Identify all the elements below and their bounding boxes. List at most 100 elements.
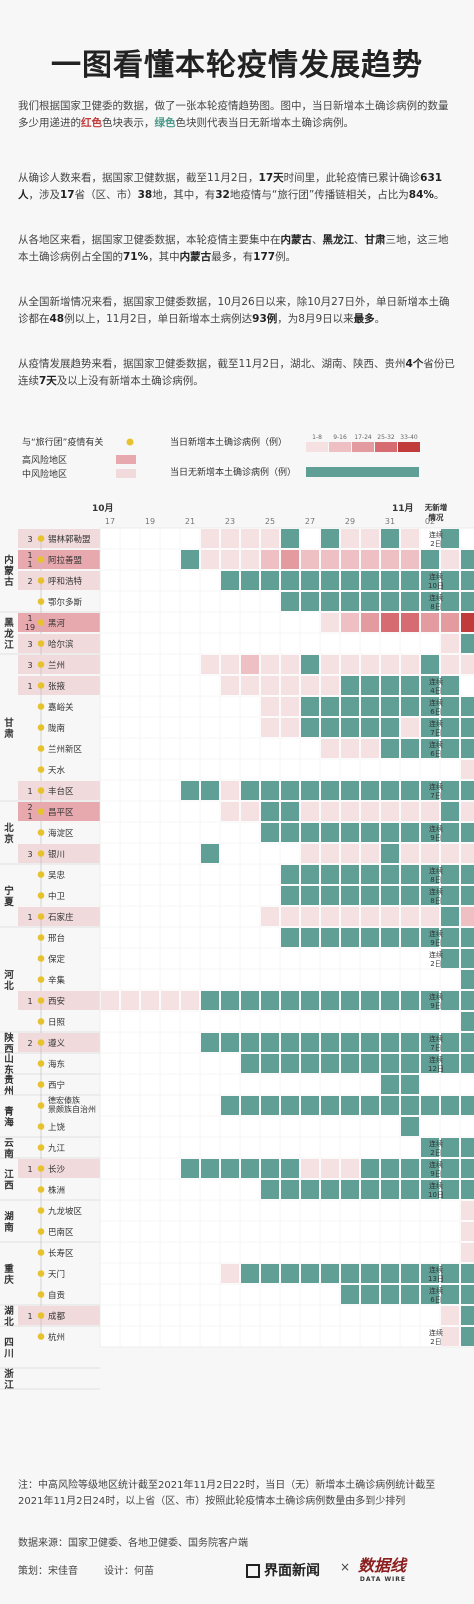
status-label: 连续 (429, 1139, 443, 1148)
no-new-case-cell (441, 1138, 459, 1157)
new-case-cell (361, 844, 379, 863)
province-label: 古 (4, 576, 14, 588)
high-risk-count: 2 (27, 803, 32, 812)
no-new-case-cell (341, 991, 359, 1010)
status-label: 连续 (429, 1265, 443, 1274)
new-case-cell (441, 844, 459, 863)
new-case-cell (361, 550, 379, 569)
no-new-case-cell (461, 1180, 474, 1199)
new-case-cell (221, 802, 239, 821)
text-bold: 48 (49, 313, 65, 325)
new-case-cell (461, 760, 474, 779)
no-new-case-cell (441, 907, 459, 926)
date-tick-label: 02 (425, 517, 435, 526)
mid-risk-row-band (18, 781, 100, 800)
new-case-cell (261, 697, 279, 716)
city-label: 长寿区 (48, 1248, 74, 1259)
text-bold: 17 (60, 189, 75, 201)
status-label: 7日 (430, 792, 441, 800)
no-new-case-cell (261, 1159, 279, 1178)
date-tick-label: 31 (385, 517, 395, 526)
no-new-case-cell (441, 1264, 459, 1283)
province-label: 北 (4, 1316, 14, 1328)
status-label: 13日 (428, 1275, 444, 1283)
no-new-case-cell (261, 823, 279, 842)
new-case-cell (461, 613, 474, 632)
no-new-case-cell (221, 991, 239, 1010)
status-label: 9日 (430, 1002, 441, 1010)
no-new-case-cell (461, 928, 474, 947)
no-new-case-cell (201, 844, 219, 863)
new-case-cell (361, 802, 379, 821)
no-new-case-cell (301, 1180, 319, 1199)
city-label: 兰州新区 (48, 744, 83, 755)
new-case-cell (421, 802, 439, 821)
new-case-cell (281, 907, 299, 926)
no-new-case-cell (321, 571, 339, 590)
new-case-cell (441, 1327, 459, 1346)
no-new-case-cell (261, 1054, 279, 1073)
no-new-case-cell (261, 571, 279, 590)
no-new-case-cell (361, 592, 379, 611)
new-case-cell (341, 613, 359, 632)
province-label: 西 (4, 1044, 14, 1055)
status-label: 连续 (429, 530, 443, 539)
no-new-case-cell (401, 1117, 419, 1136)
province-label: 庆 (3, 1274, 14, 1286)
text: 从疫情发展趋势来看，据国家卫健委数据，截至11月2日，湖北、湖南、陕西、贵州 (18, 358, 406, 370)
city-label: 锡林郭勒盟 (48, 534, 91, 545)
month-label: 10月 (92, 503, 114, 514)
status-label: 连续 (429, 572, 443, 581)
new-case-cell (141, 991, 159, 1010)
status-label: 10日 (428, 582, 444, 590)
mid-risk-row-band (18, 844, 100, 863)
new-case-cell (321, 844, 339, 863)
no-new-case-cell (381, 1159, 399, 1178)
province-label: 北 (4, 822, 14, 834)
paragraph-intro: 我们根据国家卫健委的数据，做了一张本轮疫情趋势图。图中，当日新增本土确诊病例的数… (18, 98, 458, 132)
no-new-case-cell (341, 781, 359, 800)
city-label: 海淀区 (48, 828, 74, 839)
mid-risk-count: 19 (25, 623, 35, 632)
new-case-cell (441, 655, 459, 674)
new-case-cell (461, 1222, 474, 1241)
no-new-case-cell (461, 949, 474, 968)
text-bold: 黑龙江 (322, 234, 355, 246)
no-new-case-cell (281, 592, 299, 611)
no-new-case-cell (421, 1180, 439, 1199)
text-red: 红色 (81, 117, 102, 129)
no-new-case-cell (321, 886, 339, 905)
no-new-case-cell (441, 1054, 459, 1073)
high-risk-row-band (18, 613, 100, 632)
new-case-cell (461, 1243, 474, 1262)
city-label: 巴南区 (48, 1227, 74, 1238)
new-case-cell (201, 529, 219, 548)
province-label: 北 (4, 980, 14, 992)
no-new-case-cell (381, 1054, 399, 1073)
legend-bin-swatch (375, 442, 397, 452)
datawire-logo: 数据线 DATA WIRE (358, 1552, 406, 1583)
province-label: 宁 (4, 885, 14, 897)
mid-risk-row-band (18, 571, 100, 590)
no-new-case-cell (401, 1075, 419, 1094)
no-new-case-cell (461, 550, 474, 569)
mid-risk-count: 1 (27, 812, 32, 821)
no-new-case-cell (441, 1285, 459, 1304)
province-label: 西 (4, 1181, 14, 1192)
no-new-case-cell (321, 928, 339, 947)
status-label: 8日 (430, 897, 441, 905)
text: ，其中 (148, 251, 180, 263)
no-new-case-cell (181, 1159, 199, 1178)
status-label: 连续 (429, 1286, 443, 1295)
no-new-case-cell (301, 928, 319, 947)
jiemian-logo: 界面新闻 (246, 1560, 320, 1580)
city-label: 保定 (48, 954, 66, 965)
legend-new-label: 当日新增本土确诊病例（例） (170, 436, 287, 448)
no-new-case-cell (341, 865, 359, 884)
new-case-cell (281, 697, 299, 716)
no-new-case-cell (341, 676, 359, 695)
tour-marker-icon (37, 1312, 45, 1319)
city-label: 吴忠 (48, 871, 66, 881)
mid-risk-count: 3 (27, 640, 32, 649)
new-case-cell (341, 907, 359, 926)
